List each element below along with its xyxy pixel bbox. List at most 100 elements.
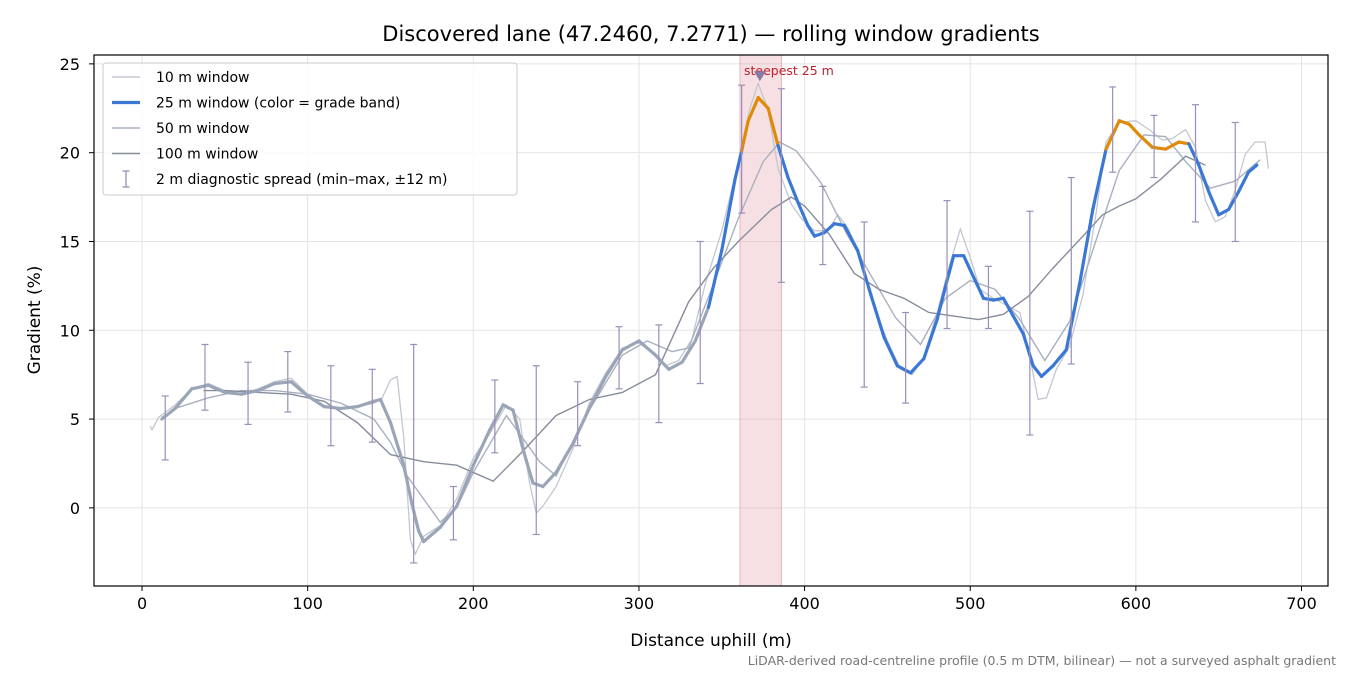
- series-25m-window-segment: [786, 175, 800, 205]
- series-25m-window-segment: [1217, 207, 1231, 217]
- series-25m-window-segment: [402, 463, 414, 506]
- diagnostic-errorbar: [655, 324, 663, 424]
- diagnostic-errorbar: [1231, 121, 1239, 243]
- diagnostic-errorbar: [738, 84, 746, 214]
- y-tick-label: 0: [70, 499, 80, 518]
- series-25m-window-segment: [239, 389, 260, 396]
- series-25m-window-segment: [1064, 282, 1082, 352]
- steepest-annotation: steepest 25 m: [744, 63, 834, 78]
- series-25m-window-segment: [160, 406, 177, 421]
- x-tick-label: 100: [292, 594, 323, 613]
- errorbar-layer: [161, 84, 1239, 564]
- series-25m-window-segment: [1164, 140, 1181, 151]
- diagnostic-errorbar: [696, 240, 704, 385]
- series-25m-window-segment: [945, 254, 956, 283]
- series-50m-window: [161, 134, 1261, 524]
- diagnostic-errorbar: [327, 365, 335, 447]
- series-25m-window-segment: [908, 357, 926, 375]
- series-25m-window-segment: [1187, 142, 1201, 167]
- legend-label: 10 m window: [156, 70, 249, 86]
- series-25m-window-segment: [531, 481, 545, 489]
- diagnostic-errorbar: [284, 350, 292, 413]
- series-25m-window-segment: [895, 364, 913, 375]
- legend: 10 m window 25 m window (color = grade ba…: [102, 62, 518, 196]
- x-tick-label: 300: [624, 594, 655, 613]
- series-25m-window-segment: [471, 428, 492, 467]
- series-25m-window-segment: [1011, 314, 1025, 336]
- legend-entry: 10 m window: [112, 70, 249, 86]
- chart-title: Discovered lane (47.2460, 7.2771) — roll…: [382, 22, 1039, 46]
- series-25m-window-segment: [289, 380, 310, 398]
- steepest-highlight-band: [739, 54, 782, 587]
- series-25m-window-segment: [922, 318, 939, 361]
- series-25m-window-segment: [1117, 119, 1131, 126]
- series-25m-window-segment: [1077, 207, 1095, 286]
- y-tick-label: 25: [60, 55, 80, 74]
- y-tick-label: 5: [70, 410, 80, 429]
- series-25m-window-segment: [488, 403, 505, 432]
- y-tick-label: 10: [60, 321, 80, 340]
- series-25m-window-segment: [1227, 190, 1241, 212]
- diagnostic-errorbar: [1109, 86, 1117, 173]
- legend-label: 25 m window (color = grade band): [156, 96, 400, 112]
- diagnostic-errorbar: [1191, 104, 1199, 223]
- diagnostic-errorbar: [902, 311, 910, 404]
- footnote: LiDAR-derived road-centreline profile (0…: [748, 653, 1336, 668]
- series-25m-window-segment: [272, 380, 293, 386]
- legend-entry: 2 m diagnostic spread (min–max, ±12 m): [122, 170, 447, 188]
- series-25m-window-segment: [190, 383, 210, 391]
- diagnostic-errorbar: [410, 343, 418, 564]
- series-25m-window-segment: [720, 177, 737, 252]
- y-axis-label: Gradient (%): [25, 266, 45, 375]
- diagnostic-errorbar: [984, 265, 992, 330]
- series-25m-window-segment: [554, 442, 575, 474]
- series-25m-window-segment: [740, 119, 750, 153]
- series-25m-window-segment: [388, 421, 406, 467]
- series-25m-window-segment: [223, 390, 244, 396]
- legend-label: 100 m window: [156, 147, 258, 163]
- diagnostic-errorbar: [943, 200, 951, 330]
- diagnostic-errorbar: [491, 379, 499, 454]
- series-25m-window-segment: [541, 470, 558, 489]
- series-25m-window-segment: [756, 96, 770, 110]
- legend-label: 2 m diagnostic spread (min–max, ±12 m): [156, 172, 447, 188]
- series-25m-window-segment: [680, 339, 697, 364]
- series-25m-window-segment: [173, 387, 194, 411]
- series-25m-window-segment: [842, 223, 860, 252]
- series-25m-window-segment: [637, 339, 658, 357]
- steepest-marker: [753, 71, 766, 82]
- diagnostic-errorbar: [161, 395, 169, 461]
- x-axis-ticks: 0 100 200 300 400 500 600 700: [137, 586, 1317, 613]
- series-25m-window-segment: [322, 405, 343, 411]
- diagnostic-errorbar: [615, 326, 623, 390]
- x-tick-label: 0: [137, 594, 147, 613]
- series-25m-window-segment: [501, 403, 515, 412]
- series-25m-window-segment: [455, 463, 475, 508]
- series-25m-window-segment: [1197, 163, 1211, 194]
- series-25m-window-segment: [1039, 364, 1055, 379]
- series-25m-window-segment: [587, 374, 608, 411]
- legend-entry: 100 m window: [112, 147, 258, 163]
- diagnostic-errorbar: [244, 361, 252, 425]
- diagnostic-errorbar: [1150, 114, 1158, 179]
- series-25m-window-segment: [571, 406, 591, 446]
- x-tick-label: 600: [1121, 594, 1152, 613]
- series-25m-window-segment: [422, 525, 442, 544]
- marker-layer: steepest 25 m: [744, 63, 834, 82]
- series-25m-window-segment: [1207, 190, 1221, 217]
- series-layer: [149, 81, 1270, 556]
- plot-frame: [93, 54, 1329, 587]
- diagnostic-errorbar: [574, 381, 582, 447]
- series-25m-window-segment: [256, 381, 277, 393]
- series-25m-window-segment: [417, 529, 426, 544]
- x-axis-label: Distance uphill (m): [630, 631, 791, 651]
- legend-box: [102, 62, 518, 196]
- series-25m-window-segment: [1177, 140, 1191, 146]
- series-25m-window-segment: [971, 275, 986, 300]
- series-25m-window-segment: [667, 360, 684, 371]
- legend-label: 50 m window: [156, 121, 249, 137]
- series-25m-window-segment: [882, 335, 899, 368]
- x-tick-label: 700: [1286, 594, 1317, 613]
- series-25m-window-segment: [935, 278, 949, 322]
- series-25m-window-segment: [306, 394, 326, 409]
